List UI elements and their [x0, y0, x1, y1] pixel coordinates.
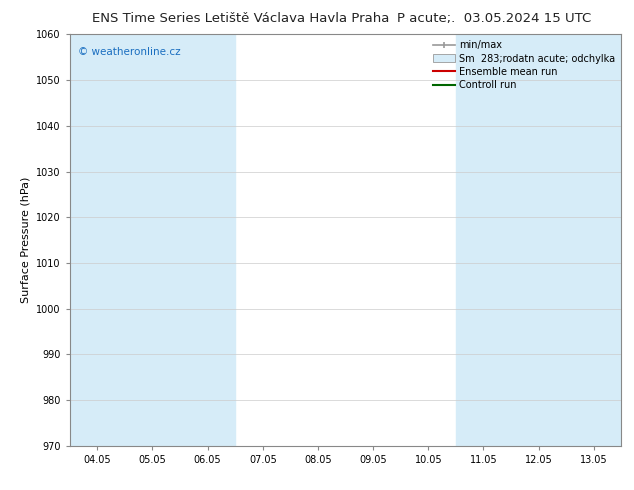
Text: © weatheronline.cz: © weatheronline.cz — [78, 47, 181, 57]
Text: ENS Time Series Letiště Václava Havla Praha: ENS Time Series Letiště Václava Havla Pr… — [92, 12, 390, 25]
Bar — [70, 34, 235, 446]
Legend: min/max, Sm  283;rodatn acute; odchylka, Ensemble mean run, Controll run: min/max, Sm 283;rodatn acute; odchylka, … — [429, 36, 619, 94]
Y-axis label: Surface Pressure (hPa): Surface Pressure (hPa) — [20, 177, 30, 303]
Text: P acute;.  03.05.2024 15 UTC: P acute;. 03.05.2024 15 UTC — [398, 12, 592, 25]
Bar — [456, 34, 566, 446]
Bar — [566, 34, 621, 446]
